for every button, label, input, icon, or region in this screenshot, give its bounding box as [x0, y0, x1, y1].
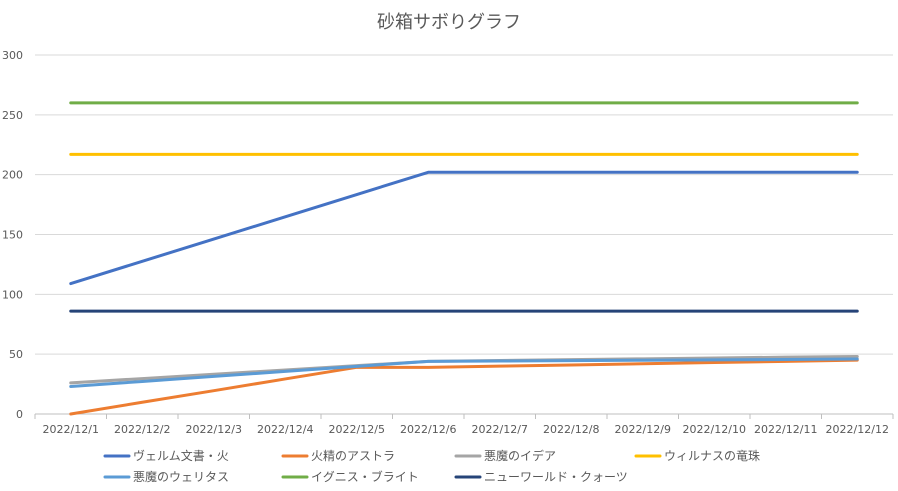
- y-tick-label: 250: [2, 109, 23, 122]
- series-lines: [69, 101, 859, 416]
- x-tick-label: 2022/12/1: [43, 423, 99, 436]
- legend-label: ニューワールド・クォーツ: [484, 470, 628, 484]
- legend-label: ヴェルム文書・火: [133, 448, 229, 463]
- axes: 0 50 100 150 200 250 300 2022/12/1 2022/12/2 2022…: [2, 49, 894, 436]
- y-tick-label: 50: [9, 348, 23, 361]
- chart-title: 砂箱サボりグラフ: [377, 12, 521, 33]
- x-tick-label: 2022/12/7: [472, 423, 528, 436]
- x-tick-label: 2022/12/3: [186, 423, 242, 436]
- legend-label: 火精のアストラ: [311, 449, 395, 463]
- x-tick-label: 2022/12/12: [826, 423, 889, 436]
- series-line-2: [69, 358, 859, 416]
- legend-item: 悪魔のウェリタス: [103, 469, 229, 484]
- x-tick-label: 2022/12/8: [543, 423, 599, 436]
- x-tick-label: 2022/12/11: [754, 423, 817, 436]
- legend-item: ヴェルム文書・火: [103, 448, 229, 463]
- x-tick-label: 2022/12/10: [683, 423, 746, 436]
- y-tick-label: 100: [2, 288, 23, 301]
- legend-item: ウィルナスの竜珠: [634, 449, 760, 463]
- x-tick-label: 2022/12/6: [400, 423, 456, 436]
- y-tick-label: 200: [2, 169, 23, 182]
- y-tick-label: 150: [2, 229, 23, 242]
- legend-item: ニューワールド・クォーツ: [454, 470, 628, 484]
- legend-item: 火精のアストラ: [281, 449, 395, 463]
- series-line-1: [69, 170, 859, 286]
- legend-label: 悪魔のウェリタス: [133, 469, 229, 484]
- x-tick-label: 2022/12/2: [114, 423, 170, 436]
- legend-label: イグニス・ブライト: [311, 469, 419, 484]
- series-line-5: [69, 357, 859, 388]
- legend-item: 悪魔のイデア: [454, 448, 556, 463]
- legend-label: ウィルナスの竜珠: [664, 449, 760, 463]
- x-tick-label: 2022/12/5: [329, 423, 385, 436]
- x-tick-label: 2022/12/4: [257, 423, 313, 436]
- y-tick-label: 300: [2, 49, 23, 62]
- legend-label: 悪魔のイデア: [484, 448, 556, 463]
- legend-item: イグニス・ブライト: [281, 469, 419, 484]
- x-tick-label: 2022/12/9: [615, 423, 671, 436]
- y-tick-label: 0: [16, 408, 23, 421]
- gridlines: [35, 54, 893, 415]
